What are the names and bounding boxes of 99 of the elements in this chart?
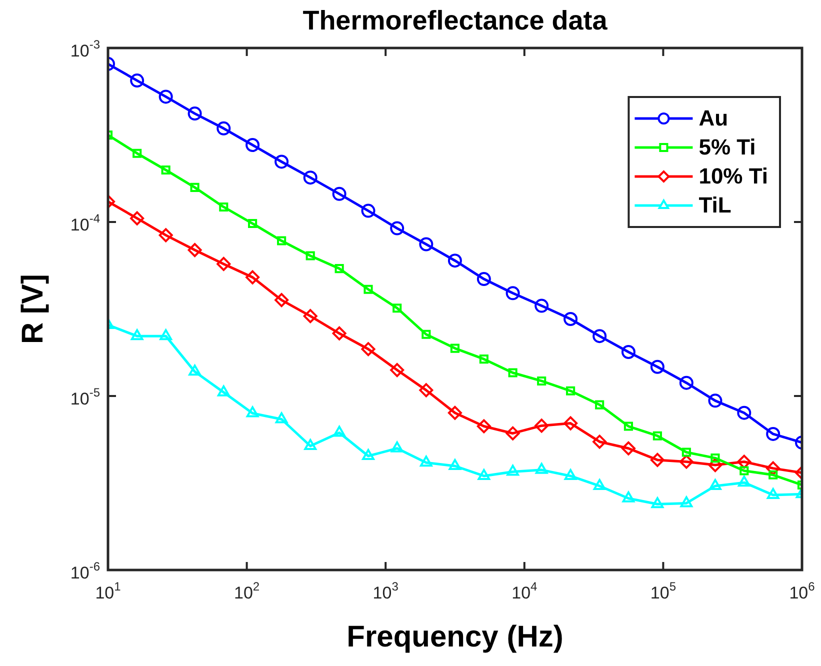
point	[621, 345, 636, 360]
point	[217, 385, 230, 396]
point	[216, 256, 231, 271]
legend-label: Au	[698, 106, 728, 131]
point	[361, 342, 376, 356]
point	[766, 488, 780, 499]
legend-label: 10% Ti	[698, 164, 768, 189]
point	[275, 412, 288, 424]
x-axis-title: Frequency (Hz)	[346, 620, 564, 654]
point	[390, 221, 404, 236]
point	[566, 386, 576, 396]
point	[679, 454, 694, 469]
point	[274, 154, 289, 169]
point	[306, 251, 315, 260]
point	[219, 202, 228, 212]
point	[130, 329, 144, 340]
point	[332, 186, 346, 201]
point	[333, 426, 346, 437]
point	[390, 363, 404, 378]
point	[622, 491, 635, 502]
point	[277, 236, 286, 246]
point	[506, 286, 520, 300]
point	[651, 497, 664, 508]
point	[534, 418, 549, 433]
point	[508, 368, 518, 378]
point	[303, 170, 318, 185]
point	[158, 90, 173, 104]
chart-title: Thermoreflectance data	[302, 5, 608, 36]
point	[478, 468, 490, 480]
point	[304, 439, 317, 450]
point	[737, 406, 752, 420]
point	[506, 464, 519, 476]
point	[592, 329, 607, 344]
point	[422, 330, 431, 339]
point	[448, 459, 462, 470]
point	[708, 394, 722, 408]
point	[334, 264, 344, 274]
point	[740, 466, 749, 476]
point	[246, 406, 259, 418]
point	[130, 74, 144, 88]
point	[448, 254, 462, 268]
point	[364, 284, 373, 294]
y-axis-title: R [V]	[16, 274, 50, 344]
point	[710, 454, 720, 463]
point	[768, 470, 778, 480]
point	[564, 312, 578, 326]
point	[506, 426, 520, 440]
point	[476, 419, 491, 434]
point	[190, 182, 200, 192]
point	[766, 426, 780, 441]
point	[592, 434, 607, 449]
point	[766, 461, 780, 476]
point	[188, 243, 202, 258]
point	[274, 293, 289, 308]
point	[248, 218, 258, 228]
point	[390, 441, 404, 452]
point	[737, 454, 752, 469]
point	[621, 441, 636, 456]
point	[303, 309, 318, 324]
point	[650, 360, 664, 374]
point	[537, 376, 546, 386]
point	[652, 431, 662, 440]
point	[420, 456, 432, 467]
legend-label: 5% Ti	[698, 134, 756, 160]
point	[650, 452, 664, 467]
point	[709, 478, 722, 490]
point	[332, 326, 346, 340]
point	[419, 237, 434, 252]
point	[216, 121, 231, 136]
point	[679, 376, 694, 390]
point	[188, 106, 202, 121]
legend-label: TiL	[698, 192, 732, 218]
point	[680, 496, 693, 508]
point	[419, 383, 434, 398]
point	[593, 478, 606, 490]
point	[682, 448, 691, 457]
point	[132, 148, 142, 158]
point	[362, 449, 374, 460]
point	[479, 354, 488, 364]
point	[448, 406, 462, 420]
point	[564, 416, 578, 430]
point	[130, 211, 144, 226]
point	[450, 344, 460, 353]
point	[246, 270, 260, 284]
point	[392, 304, 402, 313]
point	[535, 462, 548, 474]
point	[624, 422, 633, 431]
point	[246, 138, 260, 152]
point	[564, 468, 577, 480]
point	[476, 272, 491, 286]
point	[160, 329, 172, 340]
point	[158, 228, 173, 242]
point	[361, 204, 376, 218]
point	[708, 458, 722, 472]
point	[534, 298, 549, 313]
point	[595, 400, 604, 410]
point	[188, 364, 201, 376]
point	[161, 165, 170, 175]
point	[738, 476, 750, 487]
